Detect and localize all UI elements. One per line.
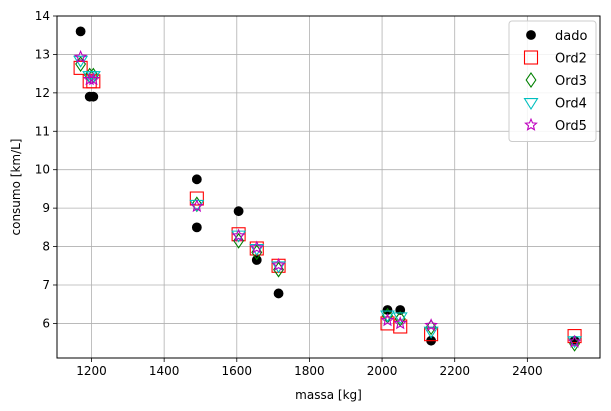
- legend-marker-ord2: [523, 50, 539, 65]
- y-tick-label: 14: [35, 9, 50, 23]
- data-point-ord5: [380, 313, 395, 327]
- series-dado: [75, 26, 580, 346]
- x-tick-label: 1200: [76, 364, 107, 378]
- x-tick-label: 2000: [367, 364, 398, 378]
- data-point-ord5: [189, 198, 204, 213]
- x-tick-label: 1800: [294, 364, 325, 378]
- y-tick-label: 8: [42, 240, 50, 254]
- y-tick-label: 10: [35, 163, 50, 177]
- data-point-ord4: [380, 310, 396, 323]
- series-ord4: [73, 55, 583, 349]
- data-point-ord5: [231, 228, 246, 242]
- data-point-ord2: [567, 329, 582, 344]
- series-ord5: [73, 49, 582, 348]
- y-tick-label: 13: [35, 47, 50, 61]
- data-point-ord5: [567, 334, 582, 348]
- data-point-ord2: [393, 319, 408, 334]
- data-point-ord5: [424, 318, 438, 332]
- x-tick-label: 2200: [439, 364, 470, 378]
- data-point-ord5: [82, 72, 97, 86]
- legend: dado Ord2 Ord3 Ord4 Ord5: [508, 20, 597, 142]
- data-point-ord5: [271, 257, 286, 271]
- y-tick-label: 7: [42, 278, 50, 292]
- x-tick-label: 1400: [149, 364, 180, 378]
- data-point-ord4: [85, 71, 101, 84]
- data-point-dado: [395, 305, 406, 315]
- legend-marker-ord4: [523, 98, 539, 111]
- data-point-ord4: [423, 326, 439, 339]
- y-tick-label: 12: [35, 86, 50, 100]
- series-ord3: [75, 56, 581, 352]
- data-point-dado: [191, 222, 202, 233]
- legend-label-ord4: Ord4: [555, 97, 587, 112]
- data-point-ord4: [392, 312, 408, 325]
- plot-frame: [56, 15, 601, 359]
- y-tick-label: 6: [42, 316, 50, 330]
- x-tick-label: 2400: [512, 364, 543, 378]
- y-axis-label: consumo [km/L]: [9, 139, 23, 236]
- legend-label-ord2: Ord2: [555, 52, 587, 67]
- x-tick-label: 1600: [222, 364, 253, 378]
- axis-ticks: 1200 1400 1600 1800 2000 2200 2400 6 7 8 9 10 11 12 13…: [35, 9, 543, 378]
- x-axis-label: massa [kg]: [295, 388, 362, 402]
- y-tick-label: 9: [42, 201, 50, 215]
- legend-marker-dado: [526, 30, 536, 40]
- data-point-dado: [88, 91, 99, 102]
- data-point-dado: [273, 288, 284, 299]
- legend-marker-ord3: [525, 72, 537, 88]
- data-point-dado: [75, 26, 86, 37]
- data-point-dado: [233, 206, 244, 217]
- data-point-dado: [191, 174, 202, 185]
- series-ord2: [73, 60, 582, 344]
- y-tick-label: 11: [35, 124, 50, 138]
- data-marks: [73, 26, 583, 352]
- legend-label-ord5: Ord5: [555, 119, 587, 134]
- data-point-ord5: [73, 49, 88, 63]
- data-point-ord2: [73, 60, 88, 75]
- data-point-ord2: [189, 191, 204, 206]
- legend-marker-ord5: [524, 117, 538, 131]
- data-point-ord5: [249, 240, 264, 254]
- data-point-ord5: [393, 316, 408, 330]
- legend-label-dado: dado: [555, 29, 587, 44]
- data-point-ord5: [86, 72, 101, 86]
- legend-label-ord3: Ord3: [555, 74, 587, 89]
